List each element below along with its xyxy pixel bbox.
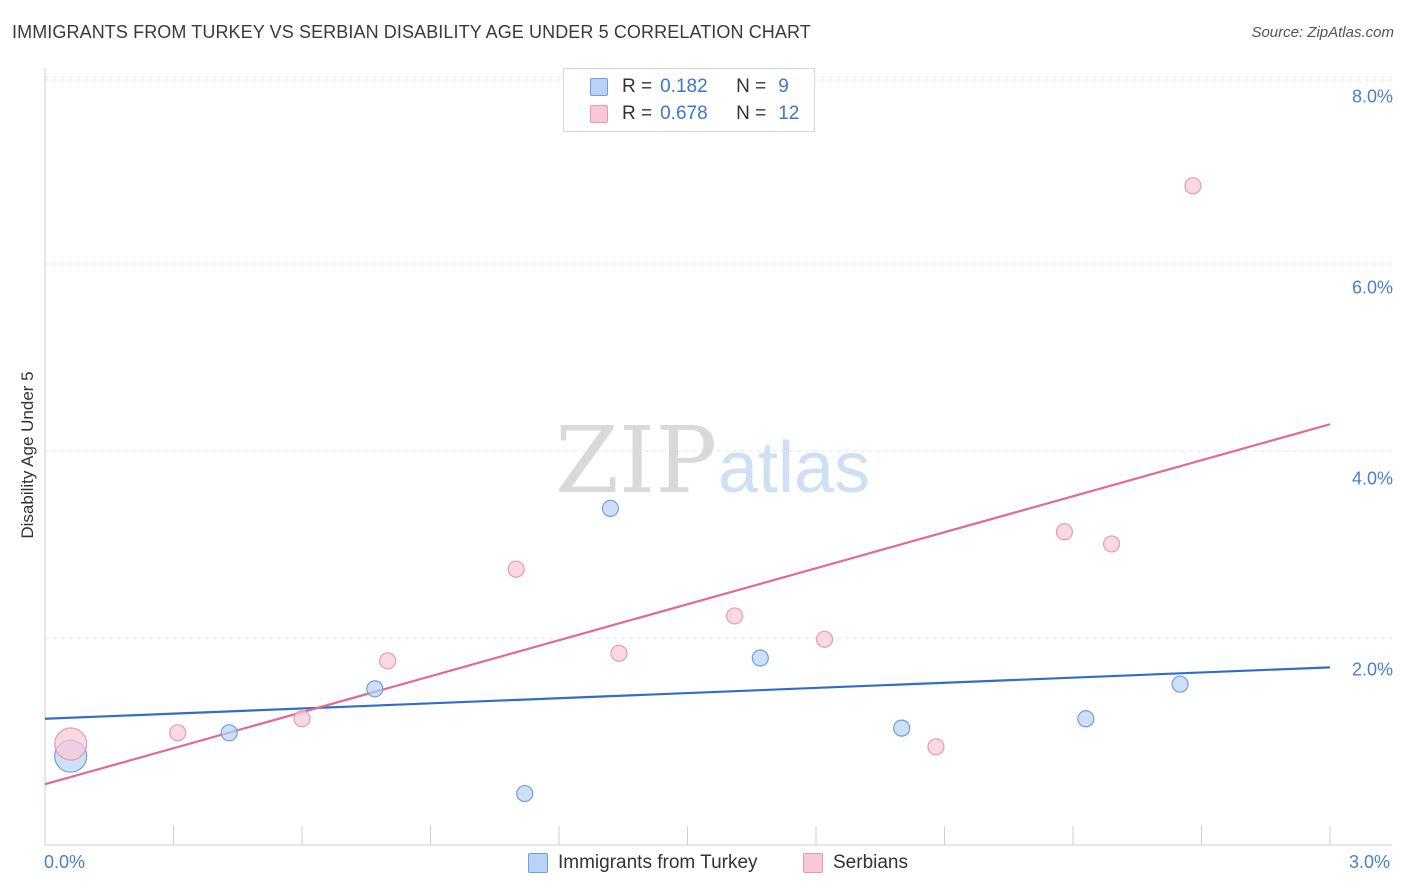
watermark-zip: ZIP <box>555 407 717 514</box>
turkey-point <box>751 649 769 667</box>
serbian-point <box>293 710 311 728</box>
n-value: 12 <box>778 103 800 124</box>
serbian-point <box>610 644 628 662</box>
stats-legend: R = 0.182 N = 9 R = 0.678 N = 12 <box>563 68 815 132</box>
n-value: 9 <box>778 76 789 97</box>
serbian-point <box>169 724 187 742</box>
serbian-swatch <box>590 105 608 123</box>
serbian-point <box>1184 177 1202 195</box>
y-tick-label: 2.0% <box>1351 659 1393 680</box>
y-tick-label: 6.0% <box>1351 277 1393 298</box>
turkey-point <box>366 680 384 698</box>
serbian-point <box>815 630 834 648</box>
r-value: 0.182 <box>660 76 708 97</box>
bottom-legend-serbians[interactable]: Serbians <box>803 852 908 874</box>
serbian-point <box>1055 523 1074 541</box>
r-label: R = <box>622 103 653 124</box>
y-tick-label: 4.0% <box>1351 468 1393 489</box>
serbian-point <box>726 607 744 625</box>
legend-row-serbians: R = 0.678 N = 12 <box>590 102 799 126</box>
turkey-legend-swatch <box>528 853 548 873</box>
source-label: Source: ZipAtlas.com <box>1251 24 1394 41</box>
turkey-point <box>220 724 238 742</box>
watermark-atlas: atlas <box>718 428 870 508</box>
turkey-legend-label: Immigrants from Turkey <box>558 852 758 873</box>
serbian-point <box>927 738 945 756</box>
n-label: N = <box>736 103 767 124</box>
turkey-swatch <box>590 78 608 96</box>
legend-row-turkey: R = 0.182 N = 9 <box>590 75 789 99</box>
serbian-point <box>54 727 88 761</box>
r-value: 0.678 <box>660 103 708 124</box>
serbian-legend-swatch <box>803 853 823 873</box>
x-tick-label-max: 3.0% <box>1349 852 1391 872</box>
turkey-point <box>893 719 911 737</box>
x-tick-label-min: 0.0% <box>44 852 86 872</box>
serbian-legend-label: Serbians <box>833 852 908 873</box>
n-label: N = <box>736 76 767 97</box>
turkey-point <box>601 499 620 517</box>
turkey-point <box>1171 675 1189 693</box>
serbian-point <box>1102 535 1121 553</box>
serbian-trendline <box>44 423 1331 786</box>
bottom-legend-turkey[interactable]: Immigrants from Turkey <box>528 852 758 874</box>
r-label: R = <box>622 76 653 97</box>
chart-title: IMMIGRANTS FROM TURKEY VS SERBIAN DISABI… <box>12 22 811 42</box>
turkey-trendline <box>44 666 1331 720</box>
serbian-point <box>507 560 525 578</box>
turkey-point <box>1077 710 1095 728</box>
y-tick-label: 8.0% <box>1351 86 1393 107</box>
turkey-point <box>516 784 534 803</box>
serbian-point <box>379 652 397 670</box>
